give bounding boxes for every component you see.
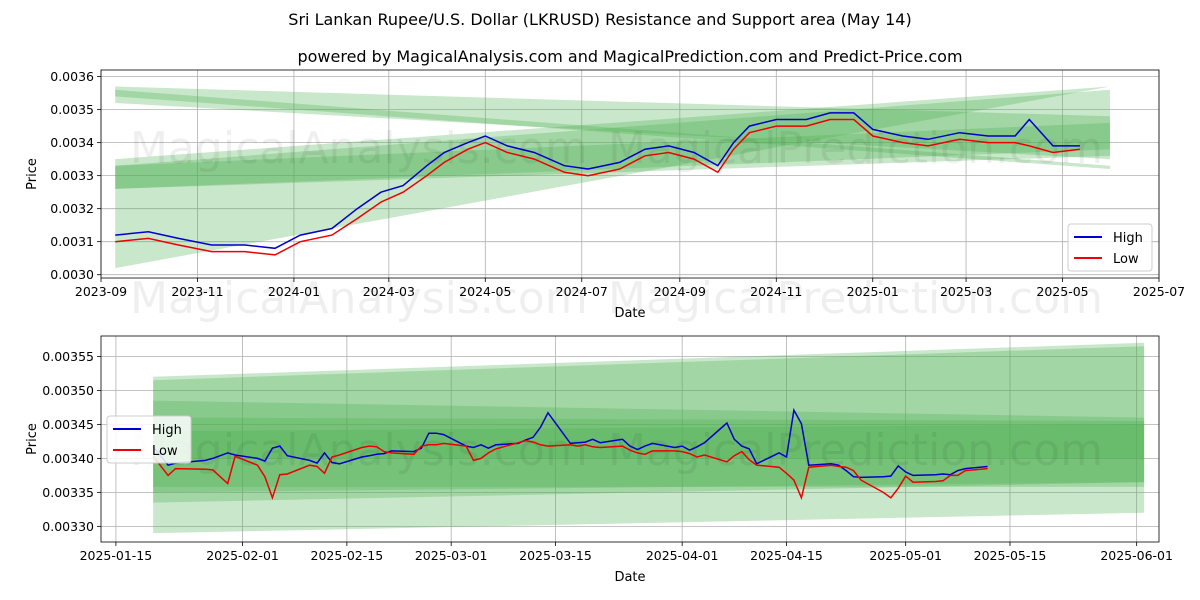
x-tick-label: 2025-02-01	[206, 548, 279, 563]
y-tick-label: 0.0033	[50, 168, 94, 183]
y-tick-label: 0.00350	[42, 383, 94, 398]
y-axis-label: Price	[25, 423, 40, 455]
y-tick-label: 0.00345	[42, 417, 94, 432]
watermark-text: MagicalAnalysis.com	[130, 273, 588, 324]
legend-label-low: Low	[1113, 252, 1139, 267]
legend-label-high: High	[1113, 231, 1143, 246]
panel-top: MagicalAnalysis.com MagicalPrediction.com…	[25, 69, 1185, 324]
band-group	[153, 342, 1145, 534]
support-resistance-band	[153, 342, 1145, 534]
panel-bottom: MagicalAnalysis.com MagicalPrediction.com…	[25, 335, 1173, 585]
x-tick-label: 2023-11	[171, 284, 223, 299]
y-tick-label: 0.0034	[50, 135, 94, 150]
y-tick-label: 0.0036	[50, 69, 94, 84]
x-tick-label: 2025-01	[847, 284, 899, 299]
support-resistance-band	[153, 346, 1145, 493]
x-tick-label: 2025-01-15	[80, 548, 153, 563]
support-resistance-band	[153, 400, 1145, 503]
support-resistance-band	[115, 122, 1110, 189]
series-group	[152, 407, 988, 501]
support-resistance-band	[115, 86, 1110, 160]
y-tick-label: 0.00340	[42, 451, 94, 466]
y-tick-label: 0.0030	[50, 267, 94, 282]
chart-subtitle: powered by MagicalAnalysis.com and Magic…	[297, 47, 962, 66]
chart-title: Sri Lankan Rupee/U.S. Dollar (LKRUSD) Re…	[288, 10, 911, 29]
x-tick-label: 2024-03	[363, 284, 415, 299]
support-resistance-band	[115, 89, 1110, 170]
x-tick-label: 2025-04-15	[750, 548, 823, 563]
y-tick-label: 0.00355	[42, 349, 94, 364]
series-line-high	[152, 407, 988, 479]
series-group	[115, 112, 1080, 256]
support-resistance-band	[153, 424, 1145, 459]
x-tick-label: 2024-11	[750, 284, 802, 299]
legend-label-low: Low	[152, 444, 178, 459]
watermark-text: MagicalPrediction.com	[608, 123, 1103, 174]
x-tick-label: 2024-01	[268, 284, 320, 299]
support-resistance-band	[115, 86, 1110, 269]
series-line-high	[115, 112, 1080, 250]
y-axis-label: Price	[25, 158, 40, 190]
legend-box	[106, 415, 192, 464]
x-tick-label: 2024-05	[459, 284, 511, 299]
series-line-low	[152, 439, 988, 501]
watermark-text: MagicalPrediction.com	[608, 425, 1103, 476]
legend: High Low	[106, 415, 192, 464]
x-tick-label: 2025-07	[1133, 284, 1185, 299]
legend: High Low	[1067, 223, 1153, 272]
x-tick-label: 2023-09	[75, 284, 127, 299]
legend-label-high: High	[152, 423, 182, 438]
x-tick-label: 2025-03-15	[519, 548, 592, 563]
y-tick-label: 0.0031	[50, 234, 94, 249]
x-tick-label: 2024-09	[654, 284, 706, 299]
x-tick-label: 2025-06-01	[1100, 548, 1173, 563]
plot-frame	[100, 69, 1160, 279]
x-tick-label: 2025-05-01	[869, 548, 942, 563]
x-tick-label: 2025-05	[1036, 284, 1088, 299]
x-tick-label: 2025-03	[940, 284, 992, 299]
support-resistance-band	[115, 89, 1110, 189]
x-tick-label: 2025-03-01	[415, 548, 488, 563]
watermark-text: MagicalAnalysis.com	[130, 425, 588, 476]
series-line-low	[115, 118, 1080, 256]
x-axis-label: Date	[614, 306, 645, 321]
y-tick-label: 0.00335	[42, 485, 94, 500]
legend-box	[1067, 223, 1153, 272]
x-tick-label: 2025-02-15	[311, 548, 384, 563]
x-axis-label: Date	[614, 570, 645, 585]
x-tick-label: 2024-07	[556, 284, 608, 299]
y-tick-label: 0.0035	[50, 102, 94, 117]
watermark-text: MagicalAnalysis.com	[130, 123, 588, 174]
y-tick-label: 0.00330	[42, 519, 94, 534]
x-tick-label: 2025-05-15	[974, 548, 1047, 563]
plot-frame	[100, 335, 1160, 543]
x-tick-label: 2025-04-01	[646, 548, 719, 563]
y-tick-label: 0.0032	[50, 201, 94, 216]
band-group	[115, 86, 1110, 269]
watermark-text: MagicalPrediction.com	[608, 273, 1103, 324]
